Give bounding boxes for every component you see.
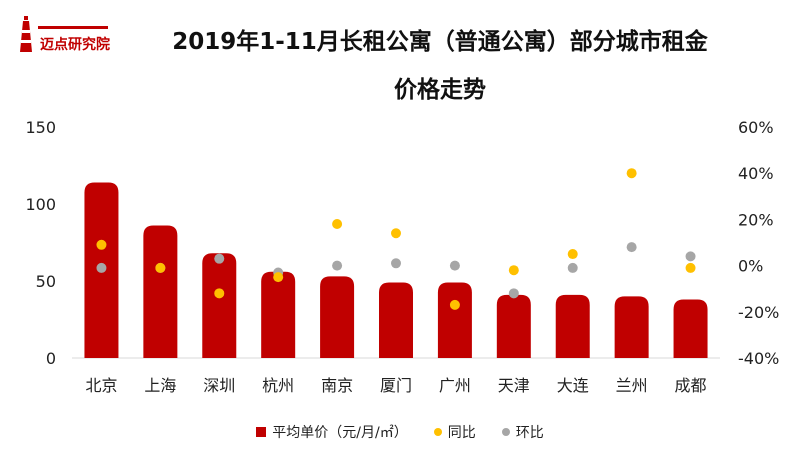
x-tick-label: 深圳 — [203, 376, 235, 395]
y-right-tick-label: 40% — [738, 164, 774, 183]
legend-item-yoy: 同比 — [433, 422, 476, 442]
x-tick-label: 北京 — [85, 376, 117, 395]
bar-price — [496, 294, 531, 358]
point-mom — [214, 253, 225, 264]
point-mom — [508, 288, 519, 299]
y-left-tick-label: 0 — [46, 349, 56, 368]
bar-price — [437, 282, 472, 358]
y-left-tick-label: 50 — [36, 272, 56, 291]
logo-name: 迈点研究院 — [40, 37, 110, 53]
x-tick-label: 天津 — [498, 376, 530, 395]
point-yoy — [391, 228, 401, 239]
legend-swatch-price — [256, 427, 267, 437]
point-yoy — [626, 168, 637, 179]
point-mom — [567, 262, 578, 273]
y-right-tick-label: 60% — [738, 118, 774, 137]
y-right-tick-label: -40% — [738, 349, 779, 368]
point-mom — [449, 260, 460, 271]
point-yoy — [155, 262, 166, 273]
point-mom — [96, 262, 107, 273]
legend-label-yoy: 同比 — [447, 425, 476, 441]
point-mom — [685, 251, 696, 262]
legend-swatch-mom — [501, 428, 510, 436]
bar-price — [202, 253, 237, 358]
point-yoy — [96, 239, 107, 250]
point-mom — [332, 260, 343, 271]
bar-price — [673, 299, 708, 358]
point-yoy — [567, 249, 578, 260]
point-mom — [626, 242, 637, 253]
y-right-tick-label: -20% — [738, 303, 779, 322]
bar-price — [614, 296, 649, 358]
x-tick-label: 广州 — [439, 376, 471, 395]
y-left-tick-label: 150 — [25, 118, 56, 137]
point-yoy — [685, 262, 696, 273]
x-tick-label: 成都 — [675, 376, 707, 395]
lighthouse-icon — [20, 16, 32, 52]
y-right-tick-label: 20% — [738, 210, 774, 229]
point-yoy — [449, 299, 460, 310]
bar-price — [320, 276, 355, 358]
bar-price — [143, 225, 178, 358]
bar-price — [261, 271, 296, 358]
bar-price — [379, 282, 413, 358]
x-tick-label: 杭州 — [262, 376, 294, 395]
bar-price — [555, 294, 590, 358]
point-yoy — [214, 288, 225, 299]
legend-swatch-yoy — [433, 428, 442, 436]
logo-bar — [38, 26, 108, 29]
point-yoy — [508, 265, 519, 276]
legend-label-mom: 环比 — [515, 425, 544, 441]
legend-item-price: 平均单价（元/月/㎡） — [256, 422, 408, 442]
x-tick-label: 上海 — [144, 376, 176, 395]
y-left-tick-label: 100 — [25, 195, 56, 214]
x-tick-label: 厦门 — [380, 376, 412, 395]
point-mom — [391, 258, 401, 269]
chart-title-line1: 2019年1-11月长租公寓（普通公寓）部分城市租金 — [172, 29, 708, 55]
x-tick-label: 南京 — [321, 376, 353, 395]
point-yoy — [273, 272, 284, 283]
x-tick-label: 兰州 — [616, 376, 648, 395]
x-tick-label: 大连 — [557, 376, 589, 395]
chart-legend: 平均单价（元/月/㎡） 同比 环比 — [0, 422, 800, 442]
point-yoy — [332, 219, 343, 230]
y-right-tick-label: 0% — [738, 257, 763, 276]
brand-logo: 迈点研究院 — [10, 14, 110, 58]
legend-label-price: 平均单价（元/月/㎡） — [272, 425, 408, 441]
legend-item-mom: 环比 — [501, 422, 544, 442]
chart-title-line2: 价格走势 — [394, 77, 486, 103]
